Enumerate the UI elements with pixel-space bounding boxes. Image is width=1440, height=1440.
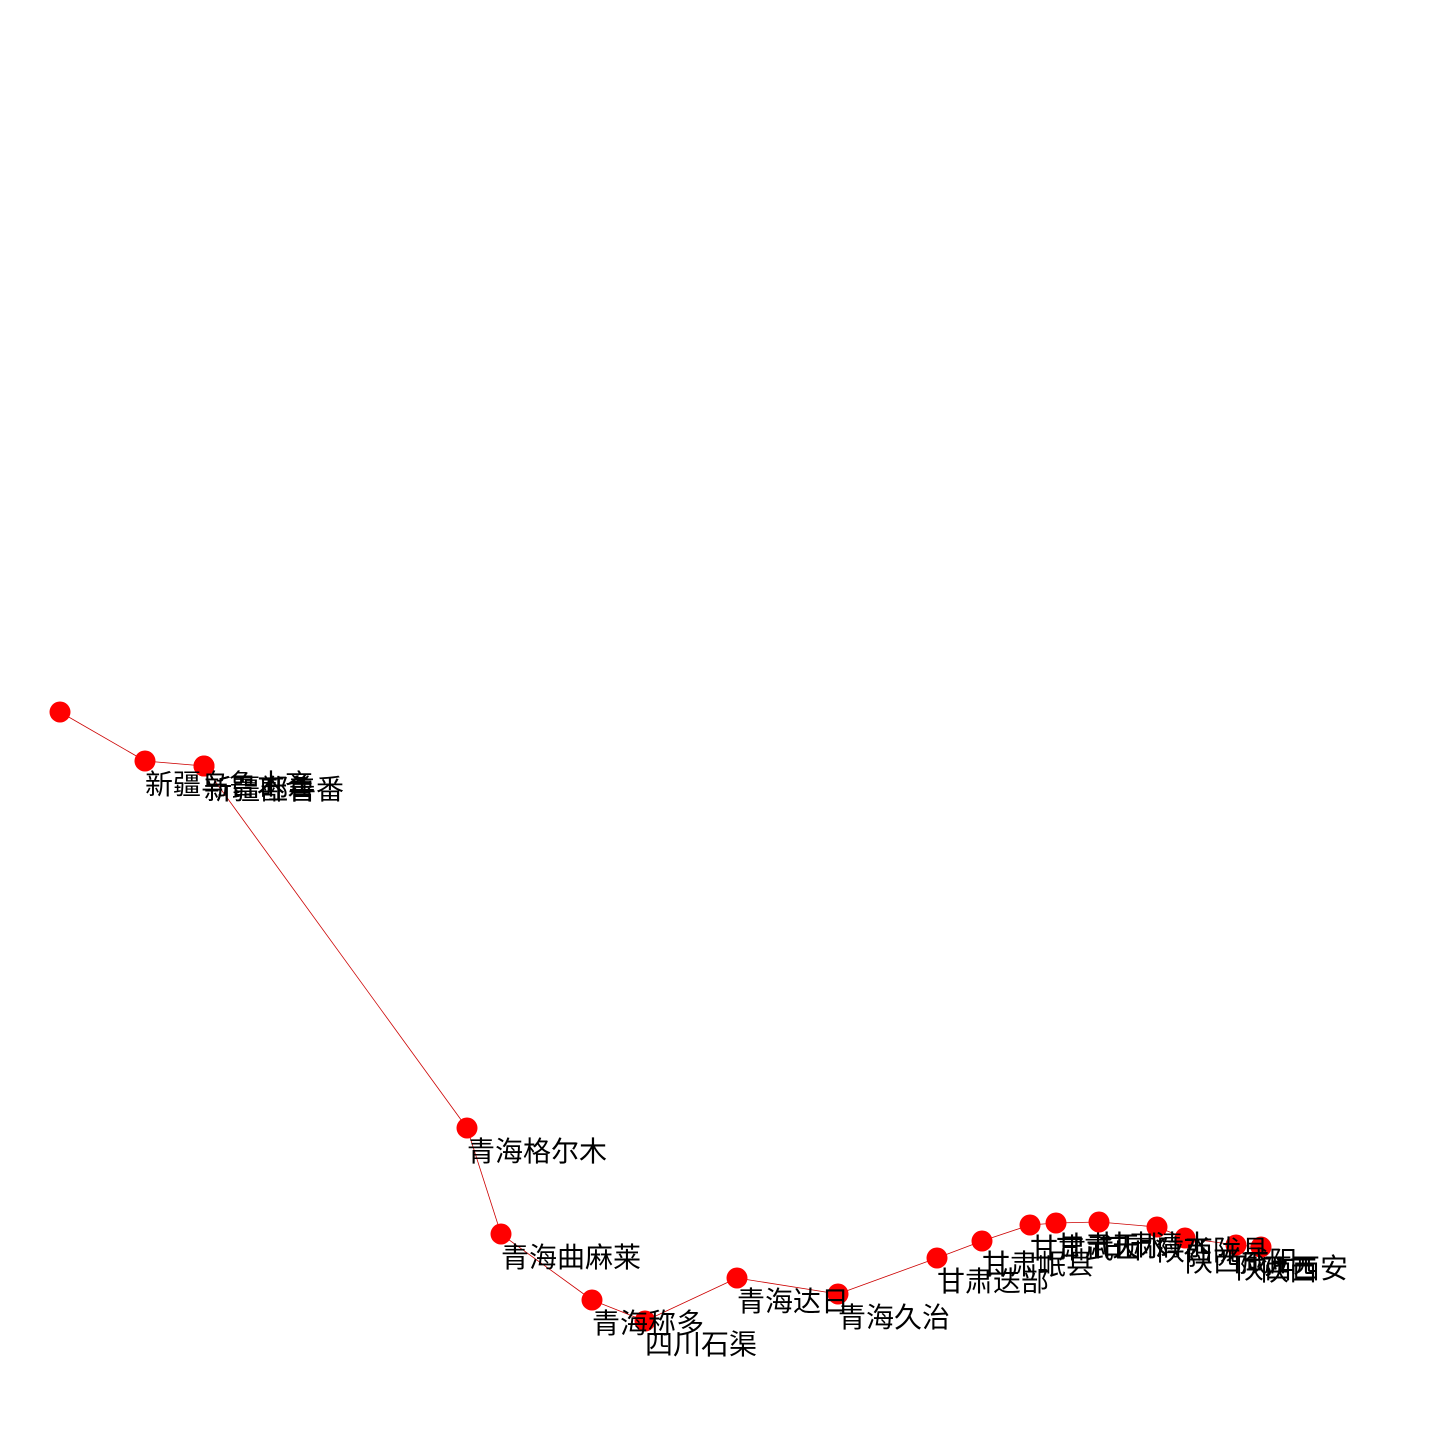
node-layer: [49, 701, 1272, 1332]
node-label: 青海曲麻莱: [501, 1241, 641, 1274]
node-label: 陕西陇县: [1157, 1234, 1269, 1267]
graph-node: [726, 1267, 748, 1289]
graph-node: [1088, 1211, 1110, 1233]
graph-node: [1225, 1234, 1247, 1256]
graph-node: [581, 1289, 603, 1311]
node-label: 陕西西安: [1236, 1252, 1348, 1285]
node-label: 青海久治: [838, 1301, 950, 1334]
node-label: 新疆鄯善: [204, 773, 316, 806]
node-label: 青海称多: [592, 1307, 704, 1340]
node-label: 甘肃清水: [1099, 1229, 1211, 1262]
graph-node: [193, 755, 215, 777]
graph-node: [134, 750, 156, 772]
graph-node: [1250, 1236, 1272, 1258]
graph-node: [1146, 1216, 1168, 1238]
node-label: 陕西咸阳: [1185, 1245, 1297, 1278]
graph-node: [1019, 1214, 1041, 1236]
node-label: 甘肃迭部: [937, 1265, 1049, 1298]
node-label: 甘肃岷县: [982, 1248, 1094, 1281]
graph-edge: [736, 1277, 839, 1295]
graph-node: [926, 1247, 948, 1269]
node-label: 甘肃天水: [1056, 1230, 1168, 1263]
graph-node: [456, 1117, 478, 1139]
graph-edge: [203, 765, 468, 1129]
graph-node: [634, 1310, 656, 1332]
graph-edge: [500, 1233, 593, 1301]
graph-node: [971, 1230, 993, 1252]
graph-node: [1045, 1212, 1067, 1234]
graph-node: [490, 1223, 512, 1245]
graph-edge: [644, 1277, 738, 1322]
node-label: 新疆乌鲁木齐: [145, 768, 313, 801]
graph-edge: [466, 1127, 502, 1235]
node-label: 甘肃武山: [1030, 1232, 1142, 1265]
graph-edge: [59, 711, 146, 762]
node-label: 四川石渠: [645, 1328, 757, 1361]
graph-node: [1174, 1227, 1196, 1249]
graph-node: [49, 701, 71, 723]
graph-edge: [837, 1257, 938, 1295]
node-label: 新疆吐鲁番: [204, 773, 344, 806]
node-label: 青海格尔木: [467, 1135, 607, 1168]
node-label: 陕西: [1261, 1254, 1317, 1287]
node-label: 青海达日: [737, 1285, 849, 1318]
graph-node: [827, 1283, 849, 1305]
